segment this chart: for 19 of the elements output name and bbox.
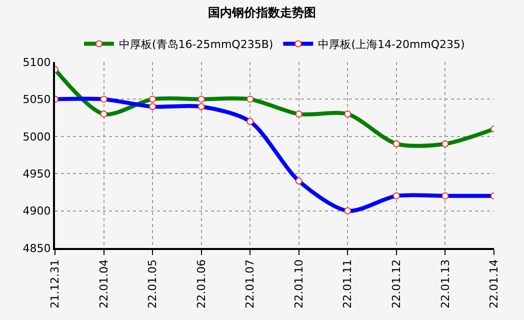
y-tick-label: 5100: [22, 56, 51, 69]
legend-label: 中厚板(青岛16-25mmQ235B): [119, 38, 274, 52]
x-tick-label: 22.01.13: [438, 259, 452, 308]
y-tick-label: 5050: [22, 93, 51, 106]
x-tick-label: 21.12.31: [48, 259, 62, 308]
y-tick-label: 4950: [22, 167, 51, 180]
x-tick-label: 22.01.11: [341, 259, 354, 308]
x-tick-label: 22.01.14: [488, 259, 501, 308]
x-tick-label: 22.01.05: [146, 259, 160, 308]
x-tick-label: 22.01.04: [97, 259, 110, 308]
x-tick-label: 22.01.10: [292, 259, 306, 308]
legend-label: 中厚板(上海14-20mmQ235): [318, 38, 465, 52]
y-tick-label: 5000: [22, 130, 51, 144]
x-tick-label: 22.01.06: [194, 259, 208, 308]
y-tick-label: 4900: [22, 204, 51, 218]
chart-title: 国内钢价指数走势图: [208, 5, 316, 20]
x-tick-label: 22.01.07: [244, 259, 257, 308]
y-tick-label: 4850: [22, 242, 51, 255]
x-tick-label: 22.01.12: [390, 259, 404, 308]
